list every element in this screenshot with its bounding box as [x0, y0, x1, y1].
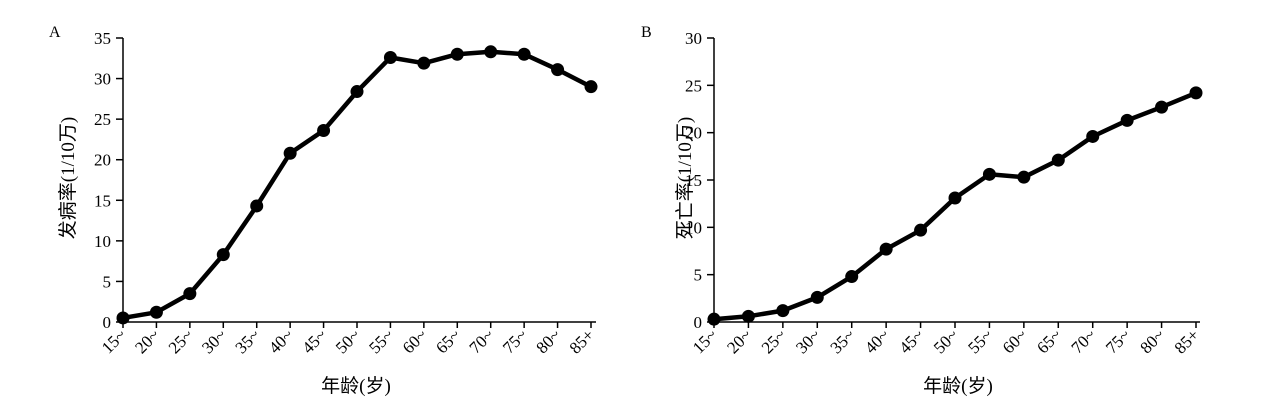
panel-a-y-tick-label: 20 [94, 151, 111, 170]
panel-b-x-tick-label: 45~ [895, 325, 927, 357]
panel-a-data-point [250, 199, 264, 213]
panel-a-y-tick-label: 35 [94, 29, 111, 48]
panel-b-y-tick-label: 5 [694, 266, 703, 285]
panel-a-data-point [383, 50, 397, 64]
panel-a-data-point [317, 124, 331, 138]
panel-b-x-tick-label: 70~ [1068, 325, 1100, 357]
panel-a-x-tick-label: 60~ [399, 325, 431, 357]
panel-b-x-tick-label: 25~ [758, 325, 790, 357]
panel-b-x-tick-label: 20~ [723, 325, 755, 357]
panel-a-x-tick-label: 85+ [566, 325, 598, 357]
panel-b-x-tick-label: 80~ [1136, 325, 1168, 357]
panel-b-data-point [1120, 113, 1134, 127]
panel-a-data-point [149, 305, 163, 319]
panel-b-x-tick-label: 75~ [1102, 325, 1134, 357]
panel-b-x-tick-label: 35~ [827, 325, 859, 357]
panel-a-x-tick-label: 50~ [332, 325, 364, 357]
panel-b-series-line [711, 90, 1199, 322]
panel-b-x-tick-label: 60~ [999, 325, 1031, 357]
panel-b-data-point [948, 191, 962, 205]
panel-a-x-tick-label: 40~ [265, 325, 297, 357]
panel-a-y-axis-title: 发病率(1/10万) [57, 117, 79, 239]
panel-b-x-tick-label: 85+ [1171, 325, 1203, 357]
panel-a-x-tick-label: 75~ [499, 325, 531, 357]
panel-a-y-tick-label: 25 [94, 110, 111, 129]
panel-b-x-axis-title: 年龄(岁) [923, 375, 993, 397]
panel-a-y-tick-label: 30 [94, 70, 111, 89]
panel-a-x-tick-label: 30~ [198, 325, 230, 357]
panel-b-data-point [982, 167, 996, 181]
panel-b-data-point [914, 223, 928, 237]
panel-b-x-tick-label: 65~ [1033, 325, 1065, 357]
panel-a-x-tick-label: 55~ [365, 325, 397, 357]
panel-b-y-tick-label: 30 [685, 29, 702, 48]
panel-a-data-point [450, 47, 464, 61]
panel-a-x-tick-label: 25~ [165, 325, 197, 357]
panel-a-y-tick-label: 0 [103, 313, 112, 332]
panel-a-x-tick-label: 35~ [232, 325, 264, 357]
panel-a-x-tick-label: 45~ [298, 325, 330, 357]
panel-b-data-point [879, 242, 893, 256]
panel-a-x-axis-title: 年龄(岁) [321, 375, 391, 397]
panel-b-data-point [1051, 153, 1065, 167]
panel-a-label: A [49, 24, 61, 41]
panel-b-y-tick-label: 15 [685, 171, 702, 190]
panel-a-y-tick-label: 15 [94, 191, 111, 210]
panel-a-data-point [283, 146, 297, 160]
panel-b-data-point [1189, 86, 1203, 100]
panel-b-label: B [641, 24, 652, 41]
panel-b-y-axis-title: 死亡率(1/10万) [674, 117, 696, 239]
panel-b-data-point [741, 309, 755, 323]
panel-b-x-tick-label: 50~ [930, 325, 962, 357]
panel-a-data-point [584, 80, 598, 94]
panel-b-x-tick-label: 30~ [792, 325, 824, 357]
panel-b-y-tick-label: 0 [694, 313, 703, 332]
panel-a-x-tick-label: 20~ [131, 325, 163, 357]
panel-b-data-point [1155, 100, 1169, 114]
panel-a-data-point [417, 56, 431, 70]
panel-b-y-tick-label: 20 [685, 124, 702, 143]
panel-b-data-point [1086, 129, 1100, 143]
panel-a-data-point [183, 287, 197, 301]
panel-a-data-point [484, 45, 498, 59]
panel-a-data-point [116, 311, 130, 325]
panel-b-y-tick-label: 10 [685, 218, 702, 237]
panel-a-data-point [517, 47, 531, 61]
panel-b-x-tick-label: 55~ [964, 325, 996, 357]
panel-a-x-tick-label: 65~ [432, 325, 464, 357]
panel-b-x-tick-label: 40~ [861, 325, 893, 357]
panel-a-data-point [551, 63, 565, 77]
panel-b-data-point [776, 304, 790, 318]
panel-a-x-tick-label: 70~ [466, 325, 498, 357]
panel-a-data-point [216, 248, 230, 262]
panel-b-data-point [845, 270, 859, 284]
panel-a-x-tick-label: 80~ [532, 325, 564, 357]
panel-b-data-point [707, 312, 721, 326]
panel-a-y-tick-label: 5 [103, 272, 112, 291]
panel-a-y-tick-label: 10 [94, 232, 111, 251]
panel-a-data-point [350, 85, 364, 99]
panel-b-data-point [1017, 170, 1031, 184]
panel-b-y-tick-label: 25 [685, 76, 702, 95]
panel-b-data-point [810, 290, 824, 304]
